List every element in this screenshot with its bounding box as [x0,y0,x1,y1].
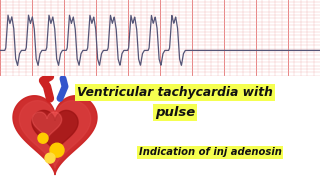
Text: pulse: pulse [155,106,195,119]
Circle shape [38,133,48,143]
Polygon shape [32,110,78,154]
Circle shape [45,153,55,163]
Polygon shape [32,112,62,140]
Text: Ventricular tachycardia with: Ventricular tachycardia with [77,86,273,99]
Text: Indication of inj adenosin: Indication of inj adenosin [139,147,281,157]
Polygon shape [13,96,97,175]
Polygon shape [19,101,91,168]
Circle shape [50,143,64,157]
